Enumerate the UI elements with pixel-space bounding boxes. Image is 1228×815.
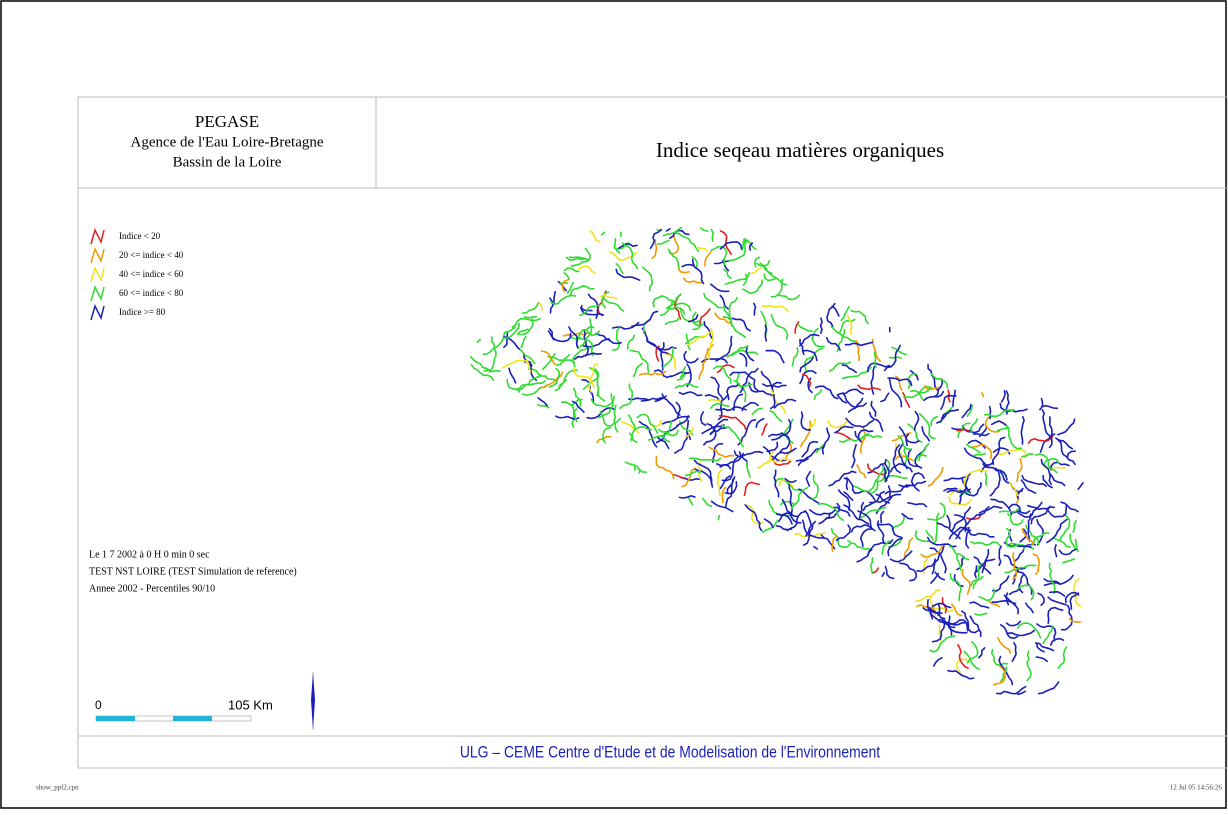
river-segment <box>719 516 720 520</box>
timestamp: 12 Jul 05 14:56:26 <box>1170 784 1223 792</box>
scale-segment <box>96 716 135 721</box>
river-segment <box>635 466 636 470</box>
river-segment <box>985 473 986 485</box>
legend-label: Indice >= 80 <box>119 307 166 317</box>
footer-credit: ULG – CEME Centre d'Etude et de Modelisa… <box>460 743 881 762</box>
legend-label: 60 <= indice < 80 <box>119 288 184 298</box>
info-line: Le 1 7 2002 à 0 H 0 min 0 sec <box>89 549 210 560</box>
info-line: Annee 2002 - Percentiles 90/10 <box>89 583 215 594</box>
info-line: TEST NST LOIRE (TEST Simulation de refer… <box>89 566 297 577</box>
river-segment <box>990 407 991 419</box>
scale-segment <box>173 716 212 721</box>
header-line: PEGASE <box>195 112 259 131</box>
header-line: Agence de l'Eau Loire-Bretagne <box>130 134 323 150</box>
file-name: show_ppl2.cpn <box>36 784 79 792</box>
legend-label: 20 <= indice < 40 <box>119 250 184 260</box>
scale-bar <box>96 716 251 721</box>
river-segment <box>745 241 749 242</box>
river-segment <box>709 400 721 401</box>
legend-label: Indice < 20 <box>119 231 161 241</box>
scale-end: 105 Km <box>228 697 273 712</box>
header-line: Bassin de la Loire <box>173 154 282 170</box>
map-title: Indice seqeau matières organiques <box>656 138 944 162</box>
scale-start: 0 <box>95 698 102 712</box>
legend-label: 40 <= indice < 60 <box>119 269 184 279</box>
